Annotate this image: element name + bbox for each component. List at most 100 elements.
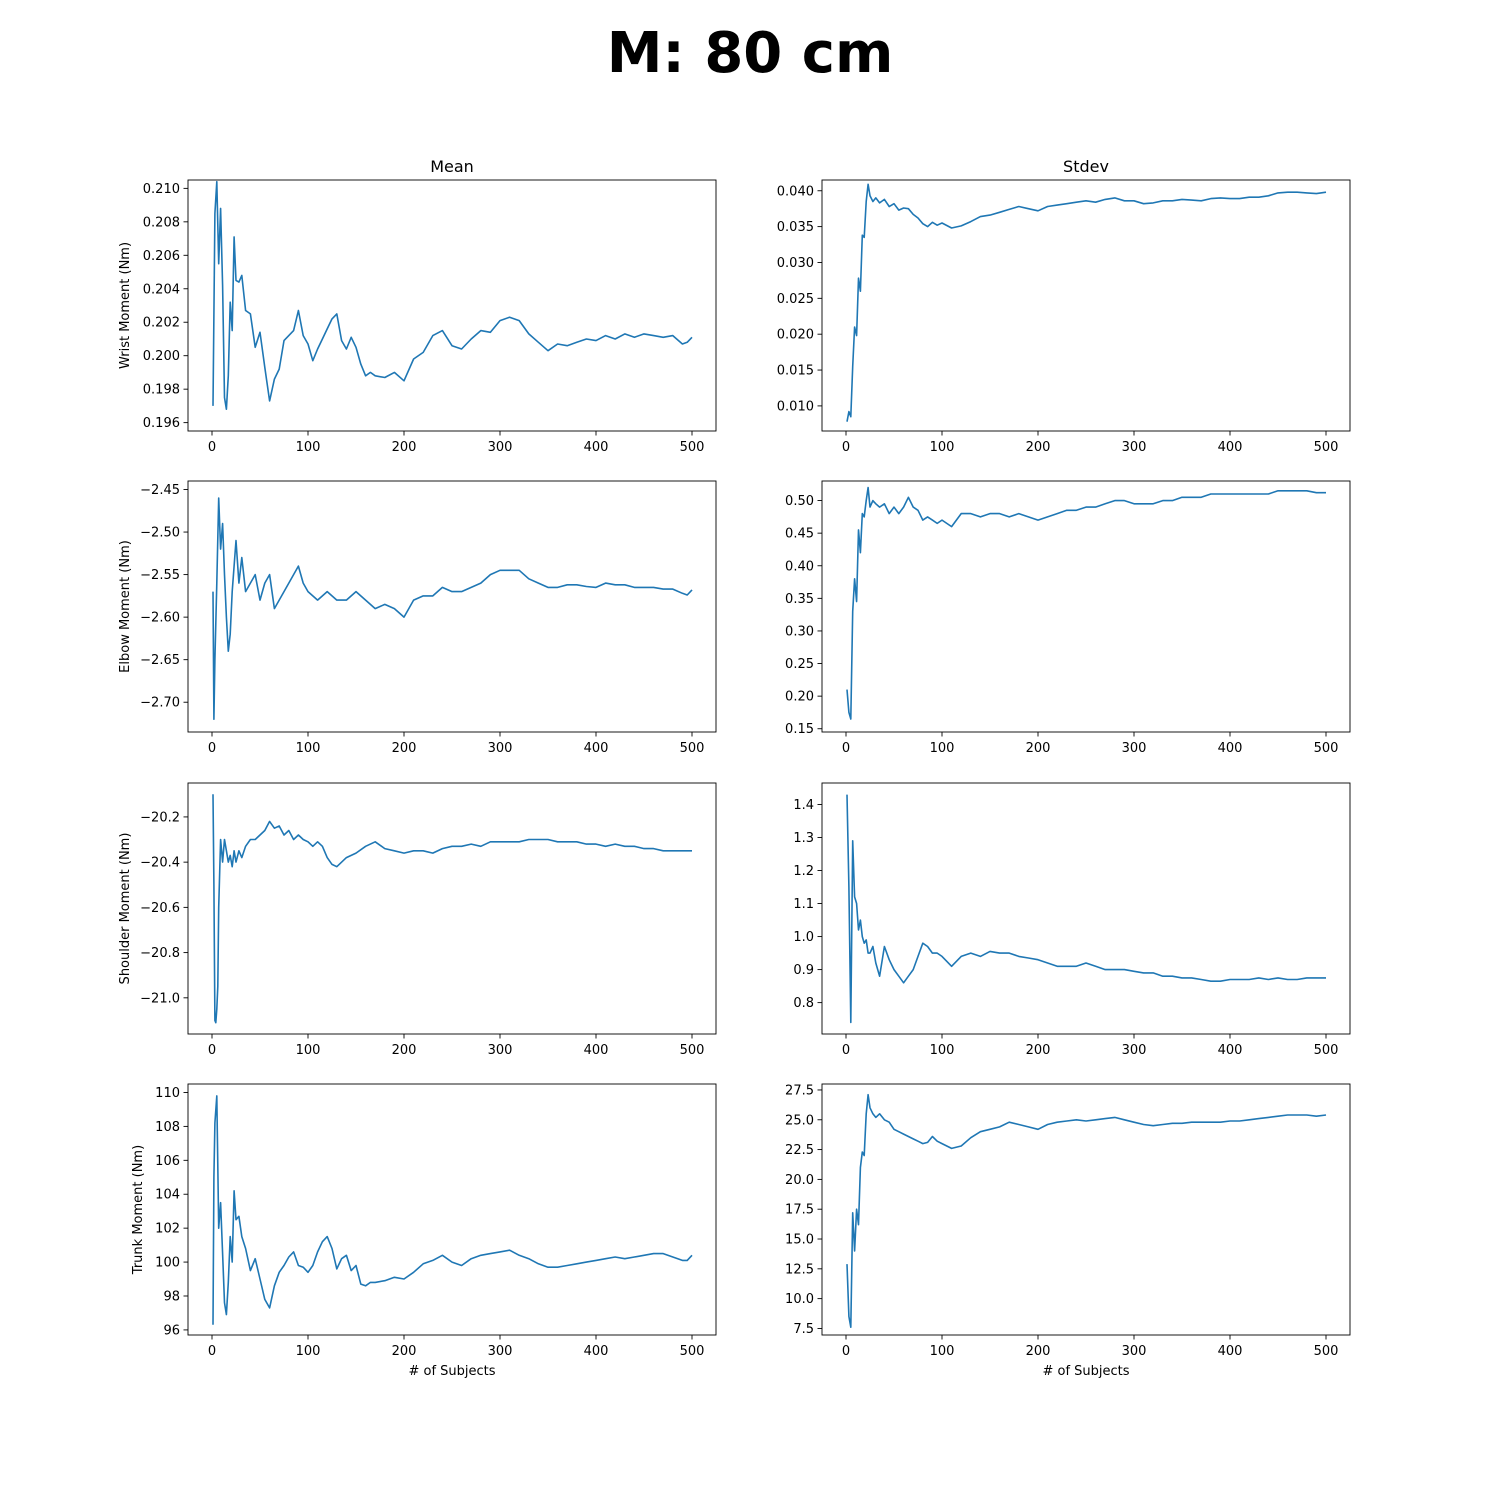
trunk-mean-axes-frame (187, 1083, 717, 1336)
wrist-mean-xtick-label: 100 (296, 440, 321, 455)
shoulder-mean-series-line (212, 794, 692, 1024)
shoulder-stdev-ytick-label: 0.9 (793, 963, 814, 978)
shoulder-stdev-xtick-label: 200 (1026, 1043, 1051, 1058)
wrist-stdev-plot: 0 100 200 300 400 500 0.010 0.015 0.020 0.025 0.03… (777, 157, 1351, 455)
trunk-mean-ytick-label: 106 (155, 1154, 180, 1169)
wrist-stdev-ytick-label: 0.020 (777, 328, 814, 343)
elbow-stdev-xtick-label: 200 (1026, 741, 1051, 756)
wrist-stdev-xtick-label: 500 (1314, 440, 1339, 455)
wrist-stdev-ytick-label: 0.040 (777, 184, 814, 199)
elbow-mean-xtick-label: 400 (584, 741, 609, 756)
wrist-mean-ytick-label: 0.208 (143, 215, 180, 230)
figure-suptitle: M: 80 cm (606, 21, 894, 86)
trunk-stdev-xtick-label: 100 (930, 1344, 955, 1359)
trunk-stdev-xlabel: # of Subjects (1042, 1364, 1129, 1379)
trunk-mean-xtick-label: 100 (296, 1344, 321, 1359)
shoulder-mean-ytick-label: −20.2 (140, 810, 180, 825)
wrist-mean-ytick-label: 0.202 (143, 316, 180, 331)
trunk-stdev-xtick-label: 500 (1314, 1344, 1339, 1359)
trunk-mean-xtick-label: 400 (584, 1344, 609, 1359)
trunk-mean-ytick-label: 104 (155, 1188, 180, 1203)
trunk-stdev-ytick-label: 10.0 (785, 1292, 814, 1307)
elbow-stdev-ytick-label: 0.50 (785, 494, 814, 509)
trunk-stdev-xtick-label: 200 (1026, 1344, 1051, 1359)
shoulder-stdev-ytick-label: 1.2 (793, 864, 814, 879)
wrist-stdev-series-line (846, 183, 1327, 422)
trunk-stdev-series-line (846, 1093, 1327, 1328)
elbow-stdev-series-line (846, 486, 1326, 720)
trunk-stdev-ytick-label: 22.5 (785, 1143, 814, 1158)
elbow-stdev-plot: 0 100 200 300 400 500 0.15 0.20 0.25 0.30 0.35 0.40… (785, 480, 1351, 756)
wrist-stdev-axes-frame (821, 179, 1351, 432)
trunk-mean-ytick-label: 96 (163, 1323, 180, 1338)
shoulder-stdev-ytick-label: 1.3 (793, 831, 814, 846)
elbow-mean-ytick-label: −2.50 (140, 526, 180, 541)
shoulder-mean-axes-frame (187, 782, 717, 1035)
elbow-mean-series-line (212, 497, 693, 721)
wrist-mean-ytick-label: 0.206 (143, 249, 180, 264)
trunk-mean-series-line (212, 1095, 693, 1325)
trunk-stdev-ytick-label: 15.0 (785, 1233, 814, 1248)
elbow-mean-plot: 0 100 200 300 400 500 −2.70 −2.65 −2.60 −2.55 −2.5… (118, 480, 717, 756)
wrist-mean-xtick-label: 200 (392, 440, 417, 455)
trunk-stdev-ytick-label: 25.0 (785, 1113, 814, 1128)
shoulder-mean-ytick-label: −20.4 (140, 856, 180, 871)
elbow-stdev-xtick-label: 500 (1314, 741, 1339, 756)
shoulder-stdev-ytick-label: 1.4 (793, 798, 814, 813)
elbow-mean-ytick-label: −2.45 (140, 483, 180, 498)
elbow-stdev-ytick-label: 0.35 (785, 592, 814, 607)
trunk-mean-ytick-label: 110 (155, 1086, 180, 1101)
elbow-stdev-xtick-label: 0 (842, 741, 850, 756)
elbow-mean-ytick-label: −2.60 (140, 611, 180, 626)
shoulder-stdev-ytick-label: 1.0 (793, 930, 814, 945)
shoulder-stdev-xtick-label: 0 (842, 1043, 850, 1058)
shoulder-stdev-ytick-label: 1.1 (793, 897, 814, 912)
elbow-mean-xtick-label: 500 (680, 741, 705, 756)
wrist-stdev-xtick-label: 300 (1122, 440, 1147, 455)
wrist-mean-ytick-label: 0.196 (143, 416, 180, 431)
wrist-stdev-ytick-label: 0.035 (777, 220, 814, 235)
trunk-mean-xtick-label: 0 (208, 1344, 216, 1359)
shoulder-stdev-xtick-label: 100 (930, 1043, 955, 1058)
shoulder-mean-ytick-label: −20.8 (140, 946, 180, 961)
trunk-mean-xtick-label: 300 (488, 1344, 513, 1359)
shoulder-stdev-plot: 0 100 200 300 400 500 0.8 0.9 1.0 1.1 1.2 1.3 1.4 (793, 782, 1351, 1058)
shoulder-stdev-xtick-label: 500 (1314, 1043, 1339, 1058)
shoulder-mean-xtick-label: 500 (680, 1043, 705, 1058)
wrist-stdev-xtick-label: 0 (842, 440, 850, 455)
trunk-stdev-ytick-label: 27.5 (785, 1083, 814, 1098)
wrist-mean-xtick-label: 400 (584, 440, 609, 455)
elbow-stdev-ytick-label: 0.30 (785, 624, 814, 639)
elbow-stdev-xtick-label: 300 (1122, 741, 1147, 756)
elbow-mean-ytick-label: −2.65 (140, 653, 180, 668)
trunk-stdev-ytick-label: 12.5 (785, 1262, 814, 1277)
trunk-stdev-xtick-label: 300 (1122, 1344, 1147, 1359)
trunk-stdev-ytick-label: 20.0 (785, 1173, 814, 1188)
trunk-mean-xtick-label: 500 (680, 1344, 705, 1359)
trunk-stdev-ytick-label: 17.5 (785, 1203, 814, 1218)
wrist-stdev-ytick-label: 0.015 (777, 364, 814, 379)
trunk-stdev-xtick-label: 0 (842, 1344, 850, 1359)
shoulder-stdev-axes-frame (821, 782, 1351, 1035)
wrist-mean-title: Mean (430, 157, 474, 176)
elbow-mean-xtick-label: 200 (392, 741, 417, 756)
elbow-mean-xtick-label: 0 (208, 741, 216, 756)
shoulder-mean-xtick-label: 100 (296, 1043, 321, 1058)
elbow-stdev-ytick-label: 0.45 (785, 527, 814, 542)
elbow-mean-ytick-label: −2.70 (140, 696, 180, 711)
shoulder-mean-plot: 0 100 200 300 400 500 −21.0 −20.8 −20.6 −20.4 −20.… (118, 782, 717, 1058)
wrist-mean-plot: 0 100 200 300 400 500 0.196 0.198 0.200 0.202 0.20… (118, 157, 717, 455)
wrist-stdev-xtick-label: 100 (930, 440, 955, 455)
elbow-stdev-axes-frame (821, 480, 1351, 733)
shoulder-mean-xtick-label: 0 (208, 1043, 216, 1058)
wrist-mean-ytick-label: 0.204 (143, 282, 180, 297)
shoulder-mean-xtick-label: 200 (392, 1043, 417, 1058)
trunk-mean-ytick-label: 98 (163, 1289, 180, 1304)
wrist-mean-ytick-label: 0.198 (143, 383, 180, 398)
elbow-stdev-ytick-label: 0.15 (785, 722, 814, 737)
wrist-stdev-xtick-label: 400 (1218, 440, 1243, 455)
wrist-stdev-ytick-label: 0.030 (777, 256, 814, 271)
shoulder-mean-ytick-label: −21.0 (140, 991, 180, 1006)
wrist-mean-xtick-label: 300 (488, 440, 513, 455)
